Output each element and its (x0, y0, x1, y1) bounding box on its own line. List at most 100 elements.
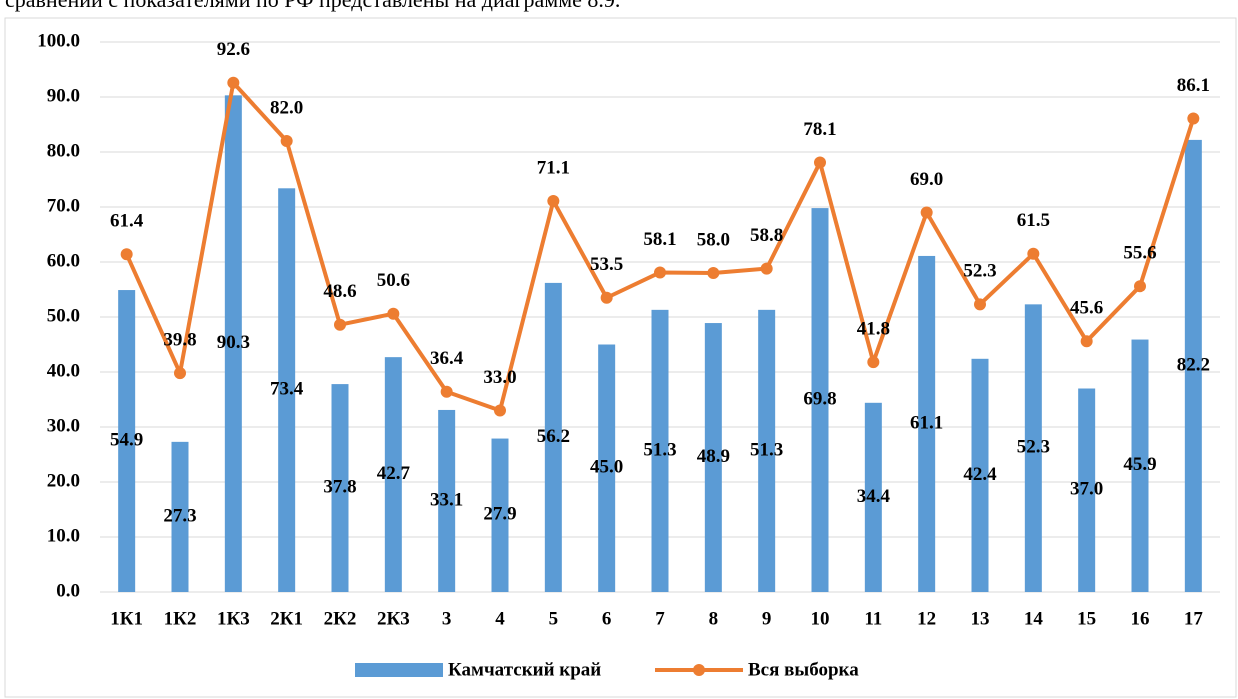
line-marker (440, 385, 453, 398)
bar (171, 441, 189, 592)
line-marker (547, 194, 560, 207)
bar (331, 384, 349, 592)
bar-value-label: 82.2 (1177, 354, 1210, 375)
line-value-label: 58.1 (643, 229, 676, 250)
bar (864, 402, 882, 592)
bar-value-label: 54.9 (110, 429, 143, 450)
y-tick-label: 100.0 (37, 30, 80, 51)
line-marker (707, 267, 720, 279)
x-tick-label: 6 (602, 608, 612, 629)
x-tick-label: 7 (655, 608, 665, 629)
bar-value-label: 45.0 (590, 457, 623, 478)
line-marker (387, 307, 400, 320)
line-value-label: 41.8 (857, 318, 890, 339)
line-value-label: 92.6 (217, 39, 250, 60)
legend-label: Вся выборка (748, 659, 859, 680)
x-tick-label: 8 (709, 608, 719, 629)
y-tick-label: 30.0 (47, 415, 80, 436)
line-marker (814, 156, 826, 169)
x-tick-label: 2К3 (377, 608, 410, 629)
y-tick-label: 60.0 (47, 250, 80, 271)
bar (438, 409, 456, 592)
line-marker (334, 318, 346, 331)
line-marker (974, 298, 986, 311)
bar (704, 323, 722, 592)
x-tick-label: 2К1 (270, 608, 303, 629)
bar (491, 438, 509, 592)
x-tick-label: 13 (971, 608, 990, 629)
x-tick-label: 5 (549, 608, 559, 629)
y-tick-label: 80.0 (47, 140, 80, 161)
bar (918, 255, 936, 592)
bar-value-label: 56.2 (537, 426, 570, 447)
bar-value-label: 34.4 (857, 486, 891, 507)
x-tick-label: 15 (1077, 608, 1096, 629)
bar (384, 357, 402, 592)
legend-swatch-marker (693, 664, 705, 676)
bar (1131, 339, 1149, 592)
intro-text: сравнении с показателями по РФ представл… (5, 0, 620, 12)
x-tick-label: 2К2 (324, 608, 357, 629)
line-value-label: 82.0 (270, 97, 303, 118)
bar-value-label: 37.0 (1070, 479, 1103, 500)
x-tick-label: 4 (495, 608, 505, 629)
line-value-label: 45.6 (1070, 298, 1103, 319)
line-value-label: 36.4 (430, 348, 464, 369)
line-value-label: 71.1 (537, 157, 570, 178)
bar (1184, 139, 1202, 592)
bar (758, 309, 776, 592)
bar (544, 282, 562, 592)
line-marker (120, 248, 133, 261)
line-marker (654, 266, 666, 279)
x-tick-label: 1К1 (110, 608, 143, 629)
y-tick-label: 0.0 (56, 580, 80, 601)
line-value-label: 61.4 (110, 211, 144, 232)
bar (224, 95, 242, 592)
y-tick-label: 50.0 (47, 305, 80, 326)
line-value-label: 58.0 (697, 229, 730, 250)
bar (598, 344, 616, 592)
x-tick-label: 17 (1184, 608, 1204, 629)
x-tick-label: 16 (1131, 608, 1150, 629)
bar-value-label: 52.3 (1017, 437, 1050, 458)
bar-value-label: 42.7 (377, 463, 411, 484)
bar-value-label: 37.8 (323, 476, 356, 497)
bar (278, 188, 296, 593)
line-value-label: 86.1 (1177, 75, 1210, 96)
line-value-label: 78.1 (803, 119, 836, 140)
line-value-label: 39.8 (163, 329, 196, 350)
line-marker (227, 76, 240, 89)
line-value-label: 69.0 (910, 169, 943, 190)
line-value-label: 52.3 (963, 261, 996, 282)
x-tick-label: 3 (442, 608, 452, 629)
line-value-label: 55.6 (1123, 243, 1156, 264)
line-marker (174, 367, 186, 380)
bar-value-label: 69.8 (803, 388, 836, 409)
bar (1078, 388, 1096, 592)
x-tick-label: 14 (1024, 608, 1044, 629)
y-tick-label: 70.0 (47, 195, 80, 216)
legend-label: Камчатский край (448, 659, 601, 680)
line-marker (867, 356, 880, 369)
line-marker (600, 291, 613, 304)
bar-value-label: 33.1 (430, 489, 463, 510)
bar (651, 309, 669, 592)
line-value-label: 61.5 (1017, 210, 1050, 231)
line-value-label: 58.8 (750, 225, 783, 246)
line-marker (494, 404, 506, 417)
x-tick-label: 1К2 (164, 608, 197, 629)
bar-value-label: 51.3 (643, 439, 676, 460)
line-marker (1187, 112, 1200, 125)
bar-value-label: 27.3 (163, 505, 196, 526)
line-value-label: 33.0 (483, 367, 516, 388)
x-tick-label: 12 (917, 608, 936, 629)
bar-value-label: 51.3 (750, 439, 783, 460)
bar-value-label: 45.9 (1123, 454, 1156, 475)
bar-value-label: 27.9 (483, 504, 516, 525)
x-tick-label: 10 (811, 608, 830, 629)
line-value-label: 50.6 (377, 270, 410, 291)
y-tick-label: 90.0 (47, 85, 80, 106)
bar-value-label: 48.9 (697, 446, 730, 467)
line-marker (1080, 335, 1093, 348)
